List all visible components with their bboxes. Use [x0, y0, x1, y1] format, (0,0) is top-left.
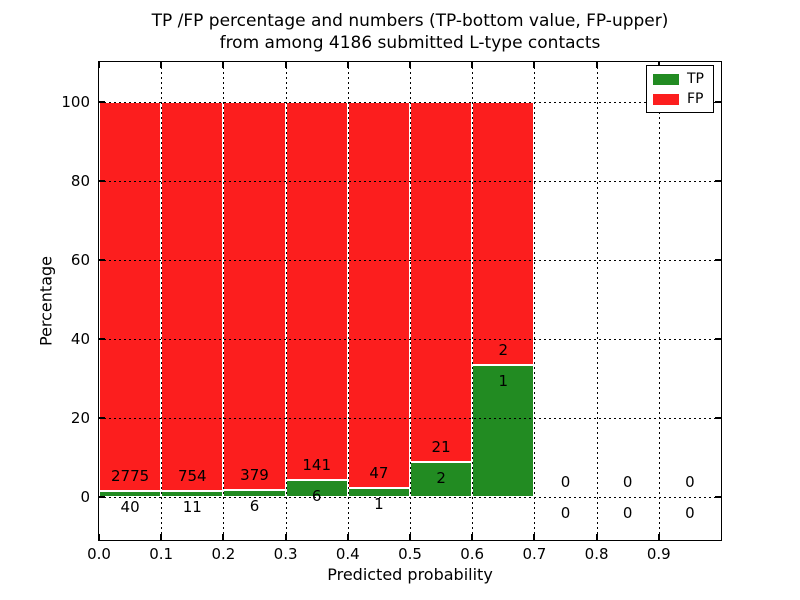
legend-entry-fp: FP: [653, 90, 707, 107]
fp-count-label: 0: [560, 472, 571, 491]
x-tick-mark-bottom: [160, 534, 163, 540]
x-tick-mark-bottom: [98, 534, 100, 540]
x-tick-mark-top: [222, 62, 225, 68]
bar-fp-segment: [161, 101, 224, 491]
fp-count-label: 21: [431, 438, 451, 457]
bar-fp-segment: [223, 101, 286, 491]
y-tick-mark-left: [99, 179, 105, 182]
x-tick-label: 0.5: [398, 545, 422, 563]
y-tick-label: 60: [70, 250, 90, 269]
y-tick-label: 40: [70, 329, 90, 348]
gridline-vertical: [161, 62, 163, 540]
x-tick-mark-bottom: [284, 534, 287, 540]
fp-count-label: 141: [302, 456, 331, 475]
chart-title: TP /FP percentage and numbers (TP-bottom…: [99, 10, 721, 54]
fp-count-label: 47: [369, 464, 389, 483]
gridline-vertical: [534, 62, 536, 540]
legend-label-tp: TP: [687, 70, 704, 87]
fp-count-label: 2: [498, 340, 509, 359]
y-tick-mark-left: [99, 495, 105, 498]
x-tick-mark-bottom: [471, 534, 474, 540]
bar-fp-segment: [410, 101, 473, 463]
tp-count-label: 11: [182, 497, 202, 516]
y-tick-mark-right: [715, 258, 721, 261]
y-tick-label: 0: [80, 487, 90, 506]
x-tick-label: 0.2: [211, 545, 236, 563]
x-tick-mark-bottom: [222, 534, 225, 540]
x-tick-label: 0.3: [273, 545, 298, 563]
bar-tp-segment: [472, 364, 535, 497]
fp-count-label: 754: [177, 466, 207, 485]
tp-count-label: 0: [685, 503, 695, 522]
x-tick-label: 0.8: [584, 545, 609, 563]
tp-count-label: 6: [249, 497, 260, 516]
legend-swatch-tp: [653, 73, 679, 85]
tp-count-label: 0: [560, 503, 571, 522]
y-tick-mark-right: [715, 337, 721, 340]
x-tick-label: 0.0: [87, 545, 111, 563]
legend-entry-tp: TP: [653, 70, 707, 87]
tp-count-label: 1: [498, 371, 509, 390]
fp-count-label: 379: [240, 466, 269, 485]
legend-label-fp: FP: [687, 90, 704, 107]
fp-count-label: 2775: [111, 466, 150, 485]
x-tick-mark-bottom: [409, 534, 411, 540]
x-tick-mark-top: [160, 62, 163, 68]
x-tick-mark-top: [533, 62, 536, 68]
x-tick-mark-bottom: [346, 534, 349, 540]
chart-title-line1: TP /FP percentage and numbers (TP-bottom…: [151, 11, 669, 31]
x-tick-label: 0.1: [149, 545, 174, 563]
tp-count-label: 0: [622, 503, 633, 522]
tp-count-label: 40: [120, 497, 140, 516]
gridline-vertical: [472, 62, 474, 540]
gridline-vertical: [223, 62, 225, 540]
x-tick-label: 0.6: [460, 545, 485, 563]
fp-count-label: 0: [622, 472, 633, 491]
y-tick-mark-left: [99, 337, 105, 340]
x-tick-mark-top: [409, 62, 411, 68]
y-tick-label: 20: [70, 408, 90, 427]
x-tick-mark-bottom: [533, 534, 536, 540]
legend: TP FP: [646, 65, 714, 113]
chart-title-line2: from among 4186 submitted L-type contact…: [219, 33, 601, 53]
tp-count-label: 1: [374, 495, 384, 514]
gridline-vertical: [285, 62, 287, 540]
bar-fp-segment: [347, 101, 410, 489]
x-tick-mark-bottom: [657, 534, 660, 540]
gridline-vertical: [596, 62, 598, 540]
bar-fp-segment: [285, 101, 348, 481]
y-tick-mark-right: [715, 179, 721, 182]
x-tick-mark-top: [284, 62, 287, 68]
x-tick-mark-bottom: [595, 534, 598, 540]
y-tick-mark-left: [99, 258, 105, 261]
tp-count-label: 2: [436, 469, 446, 488]
x-tick-mark-top: [346, 62, 349, 68]
x-tick-mark-top: [98, 62, 100, 68]
x-tick-mark-top: [471, 62, 474, 68]
x-tick-mark-top: [595, 62, 598, 68]
y-tick-mark-right: [715, 416, 721, 419]
x-tick-label: 0.7: [522, 545, 547, 563]
x-axis-title: Predicted probability: [327, 565, 493, 584]
y-tick-label: 100: [61, 92, 90, 111]
bar-fp-segment: [472, 101, 535, 365]
x-tick-label: 0.9: [646, 545, 671, 563]
y-tick-label: 80: [70, 171, 90, 190]
gridline-vertical: [347, 62, 349, 540]
bar-tp-segment: [99, 490, 162, 497]
bar-fp-segment: [99, 101, 162, 491]
tp-count-label: 6: [311, 487, 322, 506]
y-tick-mark-right: [715, 100, 721, 103]
gridline-vertical: [410, 62, 411, 540]
fp-count-label: 0: [685, 472, 695, 491]
bar-tp-segment: [410, 462, 473, 497]
y-tick-mark-left: [99, 100, 105, 103]
x-tick-label: 0.4: [335, 545, 360, 563]
gridline-vertical: [658, 62, 660, 540]
y-tick-mark-left: [99, 416, 105, 419]
y-tick-mark-right: [715, 495, 721, 498]
legend-swatch-fp: [653, 93, 679, 105]
